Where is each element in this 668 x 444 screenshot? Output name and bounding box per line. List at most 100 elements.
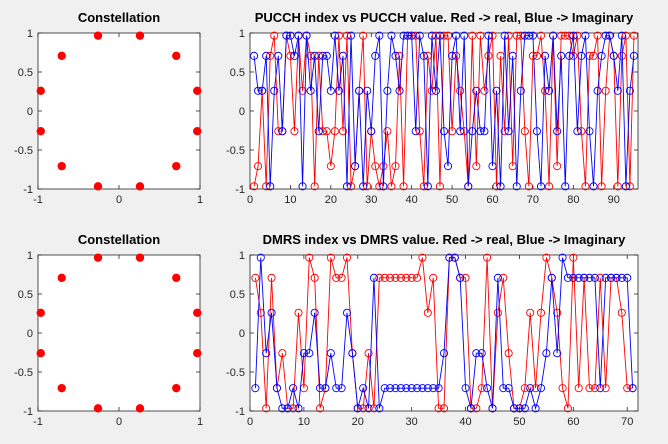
constellation-point	[135, 182, 145, 191]
series-marker	[395, 86, 404, 95]
constellation-point	[135, 404, 145, 413]
series-marker	[580, 273, 589, 282]
series-marker	[574, 273, 583, 282]
x-tick-label: 80	[567, 194, 579, 206]
x-tick-label: 10	[298, 416, 310, 428]
series-marker	[558, 384, 567, 393]
series-marker	[484, 31, 493, 40]
series-marker	[407, 273, 416, 282]
x-tick-label: 10	[284, 194, 296, 206]
series-marker	[483, 384, 492, 393]
series-marker	[460, 31, 469, 40]
series-marker	[625, 86, 634, 95]
series-marker	[267, 273, 276, 282]
series-marker	[589, 182, 598, 191]
x-tick-label: -1	[33, 416, 43, 428]
series-marker	[601, 86, 610, 95]
series-marker	[561, 31, 570, 40]
series-marker	[526, 384, 535, 393]
constellation-point	[36, 308, 45, 317]
series-marker	[613, 86, 622, 95]
series-marker	[326, 86, 335, 95]
series-marker	[364, 349, 373, 358]
series-marker	[439, 127, 449, 136]
series-marker	[326, 162, 335, 171]
y-tick-label: -0.5	[226, 367, 245, 379]
series-marker	[492, 86, 501, 95]
series-marker	[510, 404, 519, 413]
series-marker	[348, 349, 357, 358]
constellation-point	[193, 349, 202, 358]
series-marker	[305, 253, 314, 262]
series-marker	[316, 384, 325, 393]
series-marker	[359, 182, 368, 191]
series-marker	[369, 404, 378, 413]
series-marker	[375, 404, 384, 413]
constellation-point	[93, 404, 103, 413]
constellation-point	[135, 31, 145, 40]
series-marker	[332, 384, 341, 393]
y-tick-label: 0	[239, 106, 245, 118]
series-marker	[456, 127, 465, 136]
series-marker	[540, 51, 550, 60]
series-marker	[577, 51, 586, 60]
series-marker	[399, 182, 408, 191]
series-marker	[387, 31, 396, 40]
series-marker	[520, 127, 529, 136]
y-tick-label: 0	[27, 328, 33, 340]
series-line	[253, 35, 635, 187]
x-tick-label: 20	[352, 416, 364, 428]
constellation-point	[193, 127, 202, 136]
constellation-point	[172, 51, 181, 61]
series-marker	[342, 182, 352, 191]
series-marker	[386, 273, 395, 282]
series-marker	[439, 404, 449, 413]
series-marker	[375, 31, 384, 40]
series-marker	[520, 31, 529, 40]
series-marker	[563, 273, 572, 282]
series-marker	[520, 384, 529, 393]
series-marker	[256, 253, 265, 262]
series-marker	[282, 31, 291, 40]
series-marker	[499, 384, 508, 393]
series-marker	[547, 273, 556, 282]
series-marker	[585, 127, 594, 136]
series-marker	[553, 308, 562, 317]
series-marker	[590, 273, 599, 282]
series-marker	[526, 308, 535, 317]
series-marker	[413, 273, 422, 282]
series-marker	[310, 273, 319, 282]
series-marker	[396, 273, 405, 282]
series-marker	[289, 384, 298, 393]
x-tick-label: 30	[406, 416, 418, 428]
series-marker	[480, 86, 489, 95]
series-marker	[464, 182, 473, 191]
series-marker	[380, 384, 389, 393]
series-marker	[353, 404, 362, 413]
series-marker	[512, 182, 521, 191]
series-marker	[375, 273, 384, 282]
series-marker	[337, 273, 346, 282]
constellation-point	[57, 273, 66, 283]
series-marker	[621, 182, 630, 191]
y-tick-label: 0.5	[230, 289, 245, 301]
y-tick-label: 1	[239, 250, 245, 262]
series-marker	[601, 31, 610, 40]
series-marker	[274, 51, 283, 60]
series-marker	[256, 308, 265, 317]
y-tick-label: 0	[239, 328, 245, 340]
series-marker	[338, 127, 348, 136]
constellation-point	[57, 383, 66, 393]
series-marker	[461, 384, 470, 393]
series-marker	[516, 86, 525, 95]
series-marker	[363, 86, 372, 95]
series-marker	[468, 31, 477, 40]
y-tick-label: -1	[23, 184, 33, 196]
series-marker	[605, 31, 614, 40]
series-marker	[493, 308, 502, 317]
series-marker	[472, 349, 481, 358]
series-marker	[380, 273, 389, 282]
series-marker	[456, 86, 465, 95]
series-marker	[314, 127, 323, 136]
series-marker	[569, 273, 578, 282]
